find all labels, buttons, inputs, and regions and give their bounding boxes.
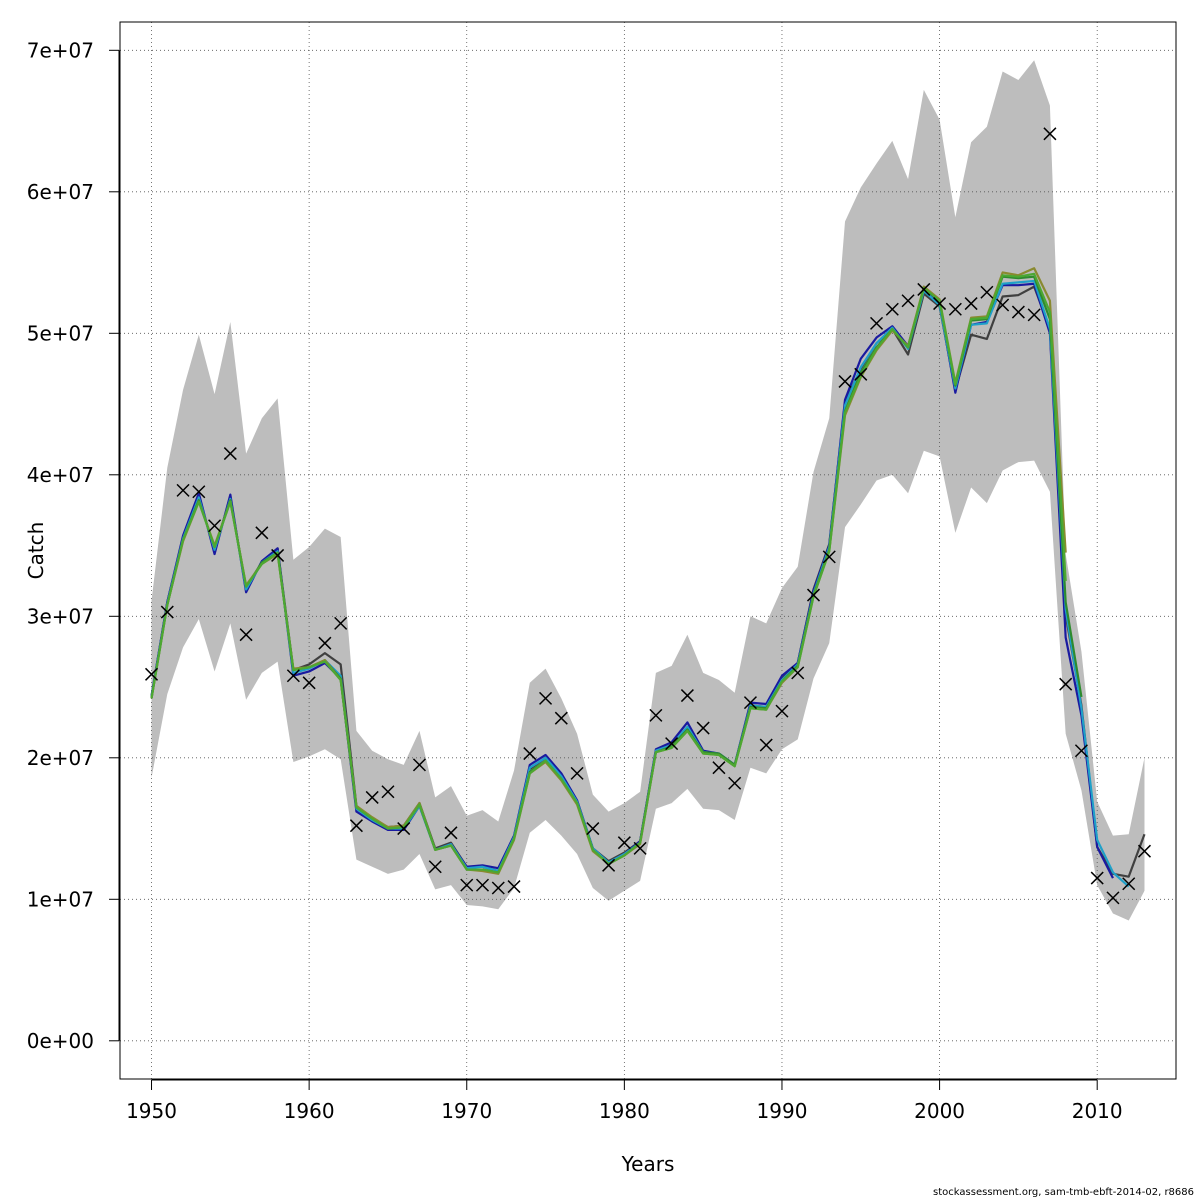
y-tick-label: 7e+07 <box>27 38 94 62</box>
observation-point <box>286 669 300 683</box>
observation-point <box>554 711 568 725</box>
observation-point <box>680 689 694 703</box>
y-tick-label: 1e+07 <box>27 887 94 911</box>
x-tick-label: 1960 <box>284 1099 335 1123</box>
observation-point <box>1043 127 1057 141</box>
observation-point <box>665 737 679 751</box>
y-tick-label: 5e+07 <box>27 321 94 345</box>
observation-point <box>917 282 931 296</box>
observation-point <box>397 822 411 836</box>
observation-point <box>523 747 537 761</box>
observation-point <box>822 550 836 564</box>
observation-point <box>586 822 600 836</box>
observation-point <box>649 708 663 722</box>
observation-point <box>885 302 899 316</box>
x-tick-label: 1980 <box>599 1099 650 1123</box>
confidence-band-layer <box>151 60 1145 921</box>
observation-point <box>444 826 458 840</box>
observation-point <box>602 858 616 872</box>
observation-point <box>223 447 237 461</box>
y-axis: 0e+00 1e+07 2e+07 3e+07 4e+07 5e+07 6e+07 7e+07 <box>27 38 120 1053</box>
y-tick-label: 3e+07 <box>27 604 94 628</box>
observation-point <box>507 880 521 894</box>
observation-point <box>365 790 379 804</box>
y-tick-label: 0e+00 <box>27 1029 94 1053</box>
observation-point <box>854 367 868 381</box>
observation-point <box>870 316 884 330</box>
observation-point <box>712 761 726 775</box>
observation-point <box>239 628 253 642</box>
observation-point <box>791 666 805 680</box>
y-axis-title: Catch <box>24 522 48 580</box>
x-tick-label: 2010 <box>1072 1099 1123 1123</box>
observation-point <box>696 721 710 735</box>
y-tick-label: 4e+07 <box>27 463 94 487</box>
observation-point <box>838 374 852 388</box>
observation-point <box>271 548 285 562</box>
observation-point <box>381 785 395 799</box>
x-axis: 1950 1960 1970 1980 1990 2000 2010 <box>126 1079 1123 1123</box>
observation-point <box>759 738 773 752</box>
observation-point <box>1011 305 1025 319</box>
observation-point <box>964 297 978 311</box>
y-tick-label: 6e+07 <box>27 180 94 204</box>
observation-point <box>1027 308 1041 322</box>
observation-point <box>1090 871 1104 885</box>
observation-point <box>539 691 553 705</box>
observation-point <box>144 667 159 681</box>
observation-point <box>570 766 584 780</box>
observations-layer <box>144 127 1152 905</box>
observation-point <box>775 704 789 718</box>
observation-point <box>743 696 757 710</box>
observation-point <box>160 605 174 619</box>
observation-point <box>728 776 742 790</box>
x-tick-label: 2000 <box>914 1099 965 1123</box>
observation-point <box>475 878 490 892</box>
observation-point <box>1137 844 1152 858</box>
observation-point <box>948 302 962 316</box>
observation-point <box>996 298 1010 312</box>
observation-point <box>933 297 947 311</box>
x-tick-label: 1990 <box>757 1099 808 1123</box>
observation-point <box>208 519 222 533</box>
observation-point <box>349 819 363 833</box>
observation-point <box>460 878 474 892</box>
observation-point <box>255 526 269 540</box>
observation-point <box>318 636 332 650</box>
series-line-5 <box>150 272 1067 874</box>
footer-note: stockassessment.org, sam-tmb-ebft-2014-0… <box>933 1187 1194 1198</box>
observation-point <box>176 483 190 497</box>
x-axis-title: Years <box>621 1152 675 1176</box>
x-tick-label: 1950 <box>126 1099 177 1123</box>
observation-point <box>1106 891 1120 905</box>
observation-point <box>901 294 915 308</box>
observation-point <box>1122 877 1136 891</box>
observation-point <box>334 616 348 630</box>
x-tick-label: 1970 <box>441 1099 492 1123</box>
confidence-band <box>151 60 1145 921</box>
observation-point <box>491 881 505 895</box>
plot-frame <box>119 21 1177 1080</box>
y-tick-label: 2e+07 <box>27 746 94 770</box>
observation-point <box>633 841 647 855</box>
observation-point <box>192 485 206 499</box>
observation-point <box>412 758 426 772</box>
observation-point <box>302 676 316 690</box>
series-layer <box>150 267 1146 888</box>
grid-layer <box>120 22 1176 1079</box>
observation-point <box>1074 744 1088 758</box>
observation-point <box>617 836 631 850</box>
observation-point <box>1059 677 1073 691</box>
observation-point <box>428 860 442 874</box>
observation-point <box>980 285 994 299</box>
observation-point <box>806 588 821 602</box>
